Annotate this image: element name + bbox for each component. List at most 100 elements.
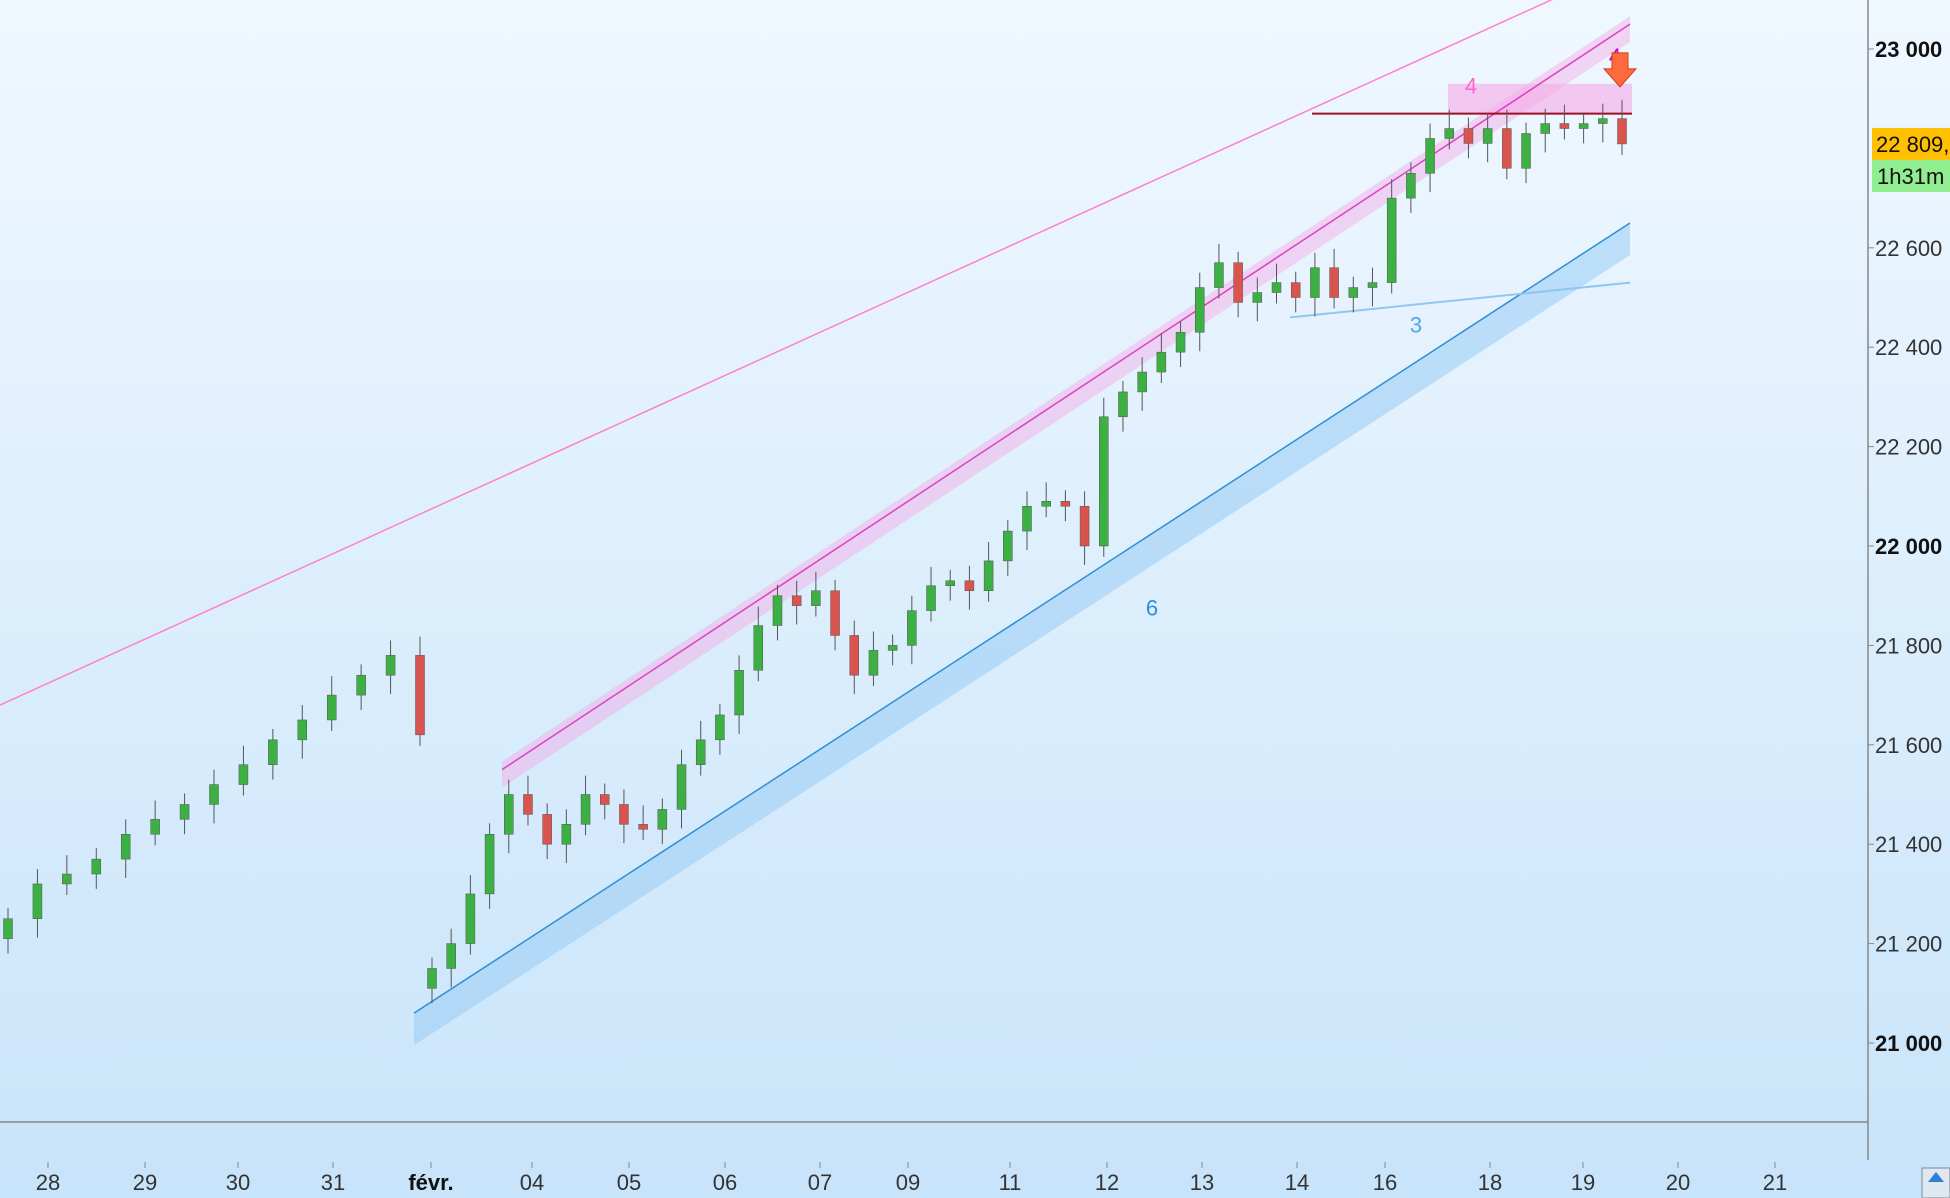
candle-body: [3, 918, 13, 939]
candle-body: [385, 655, 396, 676]
candle-body: [676, 764, 687, 810]
candle-body: [1022, 505, 1032, 532]
candle-body: [1521, 133, 1531, 169]
candle-body: [1233, 262, 1243, 303]
candle-body: [415, 655, 425, 736]
y-tick-label: 22 200: [1875, 435, 1942, 460]
x-tick-label: févr.: [408, 1170, 453, 1195]
candle-body: [1137, 371, 1147, 393]
candle-body: [209, 784, 219, 805]
candle-body: [1003, 530, 1013, 562]
candle-body: [1310, 267, 1320, 298]
candle-body: [1060, 501, 1071, 507]
candle-body: [1598, 118, 1608, 124]
resistance-band: [502, 16, 1630, 788]
candle-body: [356, 674, 366, 696]
x-tick-label: 09: [896, 1170, 920, 1195]
candle-body: [238, 764, 249, 785]
candle-body: [1482, 128, 1493, 144]
y-tick-label: 21 200: [1875, 932, 1942, 957]
x-tick-label: 20: [1666, 1170, 1690, 1195]
y-tick-label: 21 800: [1875, 633, 1942, 658]
candle-body: [297, 719, 308, 741]
candle-body: [561, 824, 572, 845]
candle-body: [772, 595, 783, 626]
candle-body: [465, 893, 476, 944]
x-tick-label: 07: [808, 1170, 832, 1195]
candle-body: [446, 943, 456, 969]
candle-body: [849, 635, 860, 676]
x-tick-label: 13: [1190, 1170, 1214, 1195]
last-price-label: 22 809,: [1876, 132, 1949, 157]
candle-body: [523, 794, 533, 815]
candle-body: [1329, 267, 1339, 298]
candle-body: [887, 645, 898, 651]
candle-body: [657, 809, 668, 830]
candle-body: [427, 968, 437, 989]
candle-body: [179, 804, 190, 820]
arrow-up-icon: [1928, 1172, 1944, 1182]
candle-body: [1099, 416, 1109, 547]
x-tick-label: 04: [520, 1170, 544, 1195]
y-tick-label: 22 400: [1875, 335, 1942, 360]
candle-body: [1578, 123, 1589, 129]
x-tick-label: 31: [321, 1170, 345, 1195]
upper-channel-line: [0, 0, 1553, 706]
candle-body: [1118, 391, 1128, 418]
x-tick-label: 16: [1373, 1170, 1397, 1195]
short-support-line: [1289, 281, 1631, 319]
countdown-badge: [1872, 159, 1950, 192]
label-6: 6: [1146, 596, 1158, 621]
y-tick-label: 21 400: [1875, 832, 1942, 857]
candle-body: [484, 834, 495, 895]
candle-body: [1290, 282, 1301, 298]
candle-body: [926, 585, 936, 611]
candle-body: [983, 560, 994, 591]
candle-body: [542, 814, 552, 845]
candle-body: [1367, 282, 1378, 288]
support-channel: [413, 222, 1631, 1014]
y-tick-label: 22 600: [1875, 236, 1942, 261]
candle-body: [1502, 128, 1512, 169]
candle-body: [964, 580, 975, 591]
support-band: [414, 222, 1630, 1046]
candle-body: [1252, 292, 1263, 303]
x-tick-label: 18: [1478, 1170, 1502, 1195]
x-tick-label: 21: [1763, 1170, 1787, 1195]
candle-body: [1444, 128, 1455, 139]
y-tick-label: 21 600: [1875, 733, 1942, 758]
candle-body: [580, 794, 591, 825]
candle-body: [638, 824, 648, 830]
candle-body: [1271, 282, 1282, 293]
x-tick-label: 29: [133, 1170, 157, 1195]
candle-body: [1041, 501, 1051, 507]
resistance-zone: [1448, 83, 1632, 114]
candle-body: [1194, 287, 1205, 333]
candle-body: [715, 714, 725, 741]
candle-body: [1214, 262, 1224, 288]
candle-body: [619, 804, 629, 825]
candle-body: [830, 590, 840, 636]
candle-body: [868, 650, 879, 676]
countdown-label: 1h31m: [1877, 164, 1944, 189]
label-4: 4: [1465, 74, 1477, 99]
x-tick-label: 06: [713, 1170, 737, 1195]
candle-body: [91, 858, 102, 875]
candle-body: [1348, 287, 1359, 298]
candle-body: [1079, 505, 1090, 547]
candle-body: [811, 590, 821, 606]
candle-body: [1175, 332, 1186, 353]
candle-body: [326, 694, 337, 721]
candle-body: [753, 625, 764, 671]
candle-body: [1617, 118, 1627, 145]
y-tick-label: 22 000: [1875, 534, 1942, 559]
x-tick-label: 19: [1571, 1170, 1595, 1195]
candle-body: [599, 794, 610, 805]
candle-body: [1425, 138, 1435, 174]
candle-body: [268, 739, 278, 765]
last-price-badge: [1872, 127, 1950, 160]
candle-body: [1463, 128, 1474, 144]
